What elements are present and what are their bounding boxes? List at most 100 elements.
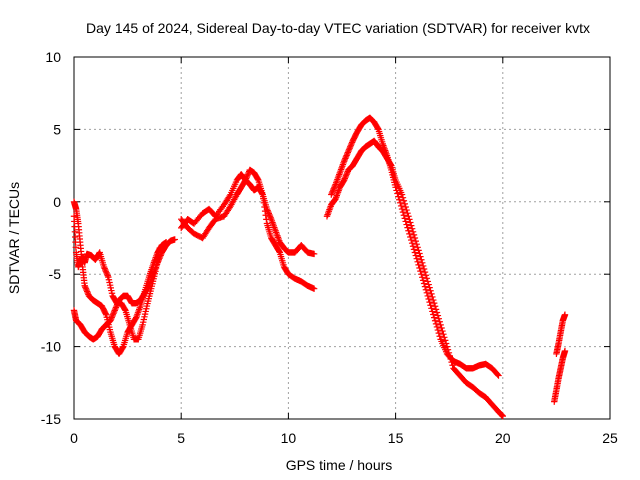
x-axis-label: GPS time / hours — [286, 457, 393, 473]
y-tick-label: -10 — [41, 339, 61, 355]
data-point — [422, 286, 430, 293]
data-point — [426, 284, 433, 291]
data-point — [498, 412, 506, 419]
y-tick-label: -5 — [49, 266, 62, 282]
data-point — [424, 292, 431, 300]
data-point — [398, 191, 406, 198]
data-point — [110, 310, 117, 317]
data-point — [266, 211, 273, 219]
x-tick-labels: 0 5 10 15 20 25 — [70, 430, 618, 446]
data-point — [413, 241, 420, 248]
data-point — [426, 298, 433, 306]
data-point — [409, 228, 417, 235]
data-point — [433, 309, 441, 316]
data-point — [417, 253, 424, 260]
data-point — [407, 233, 414, 241]
data-point — [494, 371, 501, 378]
data-point — [431, 303, 439, 310]
data-point — [310, 285, 318, 292]
x-tick-label: 20 — [495, 430, 511, 446]
data-point — [404, 209, 411, 217]
x-tick-label: 0 — [70, 430, 78, 446]
data-point — [342, 155, 349, 162]
data-point — [410, 246, 418, 253]
data-point — [344, 169, 351, 177]
data-point — [348, 140, 355, 148]
data-point — [266, 213, 274, 220]
data-point — [107, 317, 114, 324]
data-point — [498, 411, 505, 419]
data-point — [103, 271, 111, 278]
data-point — [415, 261, 422, 269]
data-point — [392, 184, 399, 191]
data-point — [310, 250, 318, 258]
data-point — [258, 190, 266, 197]
data-point — [419, 274, 426, 281]
data-point — [495, 372, 502, 379]
y-tick-label: 0 — [53, 194, 61, 210]
data-point — [428, 305, 435, 312]
axis-ticks — [73, 56, 611, 420]
x-tick-label: 25 — [602, 430, 618, 446]
data-point — [343, 152, 350, 159]
data-point — [408, 236, 415, 244]
data-point — [419, 259, 426, 267]
y-axis-label: SDTVAR / TECUs — [6, 182, 22, 294]
data-point — [345, 146, 353, 153]
data-point — [436, 318, 443, 325]
data-point — [420, 265, 428, 273]
data-point — [421, 283, 429, 290]
data-point — [430, 311, 437, 318]
data-point — [347, 143, 354, 150]
data-point — [425, 281, 432, 288]
data-point — [328, 191, 335, 198]
data-point — [421, 268, 429, 276]
data-point — [343, 171, 350, 178]
data-point — [438, 324, 445, 332]
data-point — [155, 256, 163, 263]
data-point — [414, 244, 421, 251]
data-point — [102, 310, 109, 317]
data-point — [342, 153, 350, 161]
data-point — [406, 230, 413, 238]
data-point — [81, 282, 88, 289]
data-point — [107, 315, 115, 323]
data-point — [420, 280, 428, 287]
data-point — [341, 175, 348, 182]
data-point — [424, 278, 431, 285]
data-point — [435, 315, 442, 322]
data-point — [121, 306, 129, 313]
data-point — [329, 187, 337, 194]
data-point — [437, 321, 444, 329]
data-point — [432, 306, 440, 313]
plot-frame — [73, 56, 611, 420]
data-point — [425, 295, 432, 303]
data-point — [108, 314, 115, 321]
data-point — [83, 288, 91, 295]
data-point — [156, 255, 163, 262]
data-point — [411, 234, 419, 242]
data-point — [399, 194, 407, 201]
data-point — [393, 187, 400, 194]
data-point — [400, 212, 408, 219]
data-point — [413, 255, 420, 262]
data-point — [416, 250, 423, 257]
data-points — [70, 114, 569, 420]
data-point — [415, 247, 422, 254]
data-point — [401, 200, 408, 208]
data-point — [429, 308, 436, 315]
data-point — [402, 218, 409, 225]
data-point — [406, 216, 413, 223]
data-point — [84, 289, 91, 297]
data-point — [432, 320, 440, 328]
data-point — [441, 334, 448, 341]
data-point — [398, 205, 406, 213]
data-point — [405, 213, 412, 220]
data-point — [419, 277, 427, 284]
data-point — [396, 196, 403, 203]
data-point — [344, 149, 352, 156]
x-tick-label: 10 — [281, 430, 297, 446]
data-point — [171, 236, 178, 243]
data-point — [331, 184, 338, 191]
data-point — [244, 171, 252, 178]
